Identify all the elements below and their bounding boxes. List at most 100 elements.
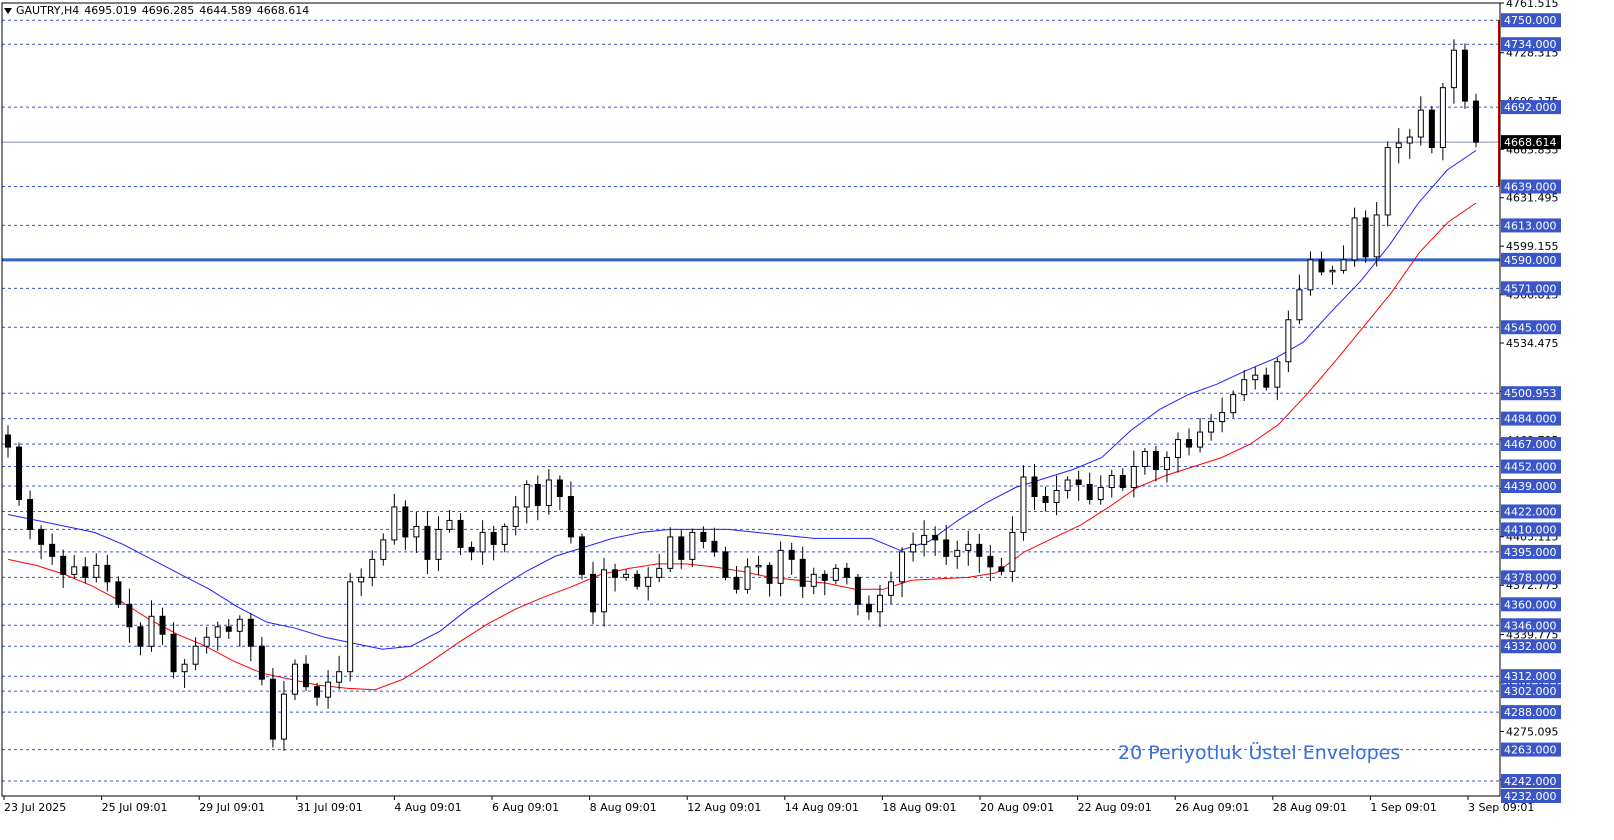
level-label: 4500.953	[1504, 387, 1557, 400]
x-tick-label: 23 Jul 2025	[4, 801, 66, 814]
level-label: 4302.000	[1504, 685, 1557, 698]
level-label: 4312.000	[1504, 670, 1557, 683]
candle-body	[523, 483, 530, 508]
candle-body	[5, 434, 11, 448]
candle-body	[1064, 479, 1071, 491]
candle-body	[976, 543, 983, 557]
candle-body	[71, 566, 78, 575]
level-label: 4452.000	[1504, 461, 1557, 474]
level-label: 4571.000	[1504, 282, 1557, 295]
candle-body	[678, 536, 685, 560]
candle-body	[1406, 136, 1413, 144]
candle-body	[1141, 451, 1148, 468]
candle-body	[1108, 475, 1115, 488]
candle-body	[1373, 214, 1380, 258]
candle-body	[1053, 489, 1060, 503]
candlesticks	[5, 39, 1479, 751]
candle-body	[1086, 483, 1093, 500]
candle-body	[1395, 142, 1402, 149]
candle-body	[1296, 289, 1303, 321]
candle-body	[1307, 259, 1314, 291]
candle-body	[589, 573, 596, 613]
candle-body	[1219, 412, 1226, 423]
level-label-box	[1501, 281, 1561, 296]
horizontal-levels	[2, 19, 1500, 797]
candle-body	[159, 615, 166, 635]
x-tick-label: 26 Aug 09:01	[1175, 801, 1249, 814]
level-label-box	[1501, 437, 1561, 452]
candle-body	[1042, 495, 1049, 503]
dropdown-triangle-icon[interactable]	[4, 8, 12, 14]
x-tick-label: 6 Aug 09:01	[492, 801, 559, 814]
candle-body	[534, 483, 541, 506]
level-label-box	[1501, 570, 1561, 585]
candle-body	[391, 506, 398, 541]
y-tick-label: 4275.095	[1506, 725, 1559, 738]
candle-body	[667, 536, 674, 569]
level-label: 4422.000	[1504, 505, 1557, 518]
level-label: 4378.000	[1504, 571, 1557, 584]
price-axis[interactable]: 4761.5154728.3154696.1754663.8354631.495…	[1498, 0, 1561, 803]
x-tick-label: 18 Aug 09:01	[882, 801, 956, 814]
candle-body	[1208, 421, 1215, 433]
level-label-box	[1501, 100, 1561, 115]
candle-body	[899, 551, 906, 583]
low-value: 4644.589	[199, 4, 252, 17]
candle-body	[1230, 394, 1237, 414]
level-label: 4242.000	[1504, 775, 1557, 788]
candle-body	[766, 564, 773, 584]
candle-body	[1163, 457, 1170, 471]
level-label: 4263.000	[1504, 744, 1557, 757]
y-tick-label: 4761.515	[1506, 0, 1559, 10]
candle-body	[1473, 100, 1479, 143]
candle-body	[1241, 379, 1248, 396]
candle-body	[965, 543, 972, 551]
candle-body	[247, 618, 254, 647]
level-label: 4692.000	[1504, 101, 1557, 114]
x-tick-label: 8 Aug 09:01	[590, 801, 657, 814]
level-label-box	[1501, 37, 1561, 52]
level-label-box	[1501, 386, 1561, 401]
level-label-box	[1501, 544, 1561, 559]
x-tick-label: 31 Jul 09:01	[297, 801, 363, 814]
candle-body	[1384, 147, 1391, 216]
candle-body	[722, 551, 729, 578]
symbol-label: GAUTRY,H4	[16, 4, 80, 17]
candle-body	[1097, 486, 1104, 500]
candle-body	[556, 479, 563, 497]
candle-body	[347, 581, 354, 673]
candle-body	[512, 506, 519, 527]
level-label-box	[1501, 504, 1561, 519]
candle-body	[943, 539, 950, 557]
time-axis[interactable]: 23 Jul 2025 25 Jul 09:01 29 Jul 09:01 31 Ju…	[3, 796, 1534, 814]
candle-body	[325, 681, 332, 698]
candle-body	[490, 531, 497, 545]
candle-body	[1119, 475, 1126, 488]
candle-body	[1009, 531, 1016, 572]
chart-header: GAUTRY,H4 4695.019 4696.285 4644.589 4668.61…	[4, 4, 314, 17]
candle-body	[402, 506, 409, 538]
candle-body	[479, 531, 486, 553]
candle-body	[49, 543, 56, 557]
candle-body	[446, 519, 453, 530]
level-label-box	[1501, 789, 1561, 803]
level-label: 4590.000	[1504, 254, 1557, 267]
candle-body	[1197, 431, 1204, 448]
candle-body	[358, 576, 365, 583]
upper-envelope-line	[7, 150, 1477, 650]
candle-body	[424, 525, 431, 560]
close-value: 4668.614	[256, 4, 310, 17]
level-label: 4467.000	[1504, 438, 1557, 451]
y-tick-label: 4631.495	[1506, 192, 1559, 205]
candle-body	[181, 663, 188, 673]
level-label-box	[1501, 320, 1561, 335]
level-label-box	[1501, 684, 1561, 699]
candle-body	[1020, 476, 1027, 533]
candle-body	[148, 615, 155, 647]
open-value: 4695.019	[84, 4, 137, 17]
level-label: 4484.000	[1504, 413, 1557, 426]
candle-body	[1274, 361, 1281, 388]
level-label-box	[1501, 459, 1561, 474]
level-label: 4410.000	[1504, 523, 1557, 536]
